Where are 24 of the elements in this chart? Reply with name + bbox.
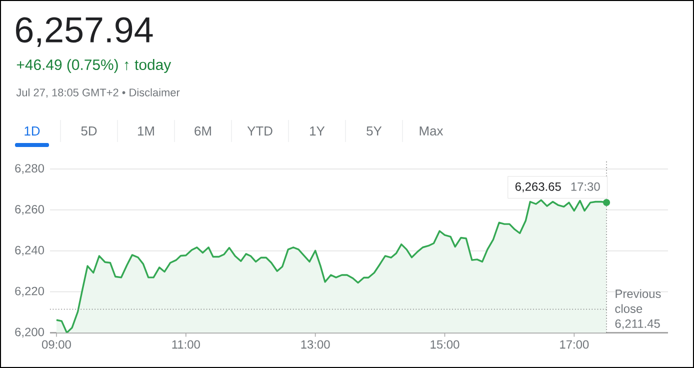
- x-tick-label: 15:00: [430, 340, 460, 349]
- text: 1D: [24, 126, 40, 136]
- text: 1M: [138, 126, 154, 136]
- chart-title: 6,257.94: [16, 17, 153, 47]
- text: 6M: [194, 126, 211, 136]
- y-tick-label: 6,260: [15, 204, 44, 215]
- chart-subtitle: +46.49 (0.75%) ↑ today: [16, 59, 172, 73]
- y-tick-label: 6,220: [15, 286, 44, 297]
- ref-line-label: Previous close 6,211.45: [615, 289, 661, 330]
- x-tick-label: 09:00: [42, 340, 71, 349]
- y-tick-label: 6,240: [15, 246, 44, 256]
- y-tick-label: 6,280: [15, 164, 44, 174]
- text: 1Y: [310, 126, 325, 136]
- x-tick-label: 11:00: [172, 340, 200, 349]
- ref-line-label: 17:30: [571, 182, 600, 191]
- x-tick-label: 17:00: [560, 340, 589, 349]
- text: Jul 27, 18:05 GMT+2 • Disclaimer: [16, 88, 180, 98]
- y-tick-label: 6,200: [15, 328, 44, 338]
- text: Max: [420, 126, 444, 136]
- annotation: 6,263.65: [515, 182, 561, 192]
- text: 5Y: [366, 126, 382, 136]
- text: 5D: [81, 126, 97, 136]
- text: YTD: [247, 126, 272, 136]
- x-tick-label: 13:00: [301, 340, 330, 349]
